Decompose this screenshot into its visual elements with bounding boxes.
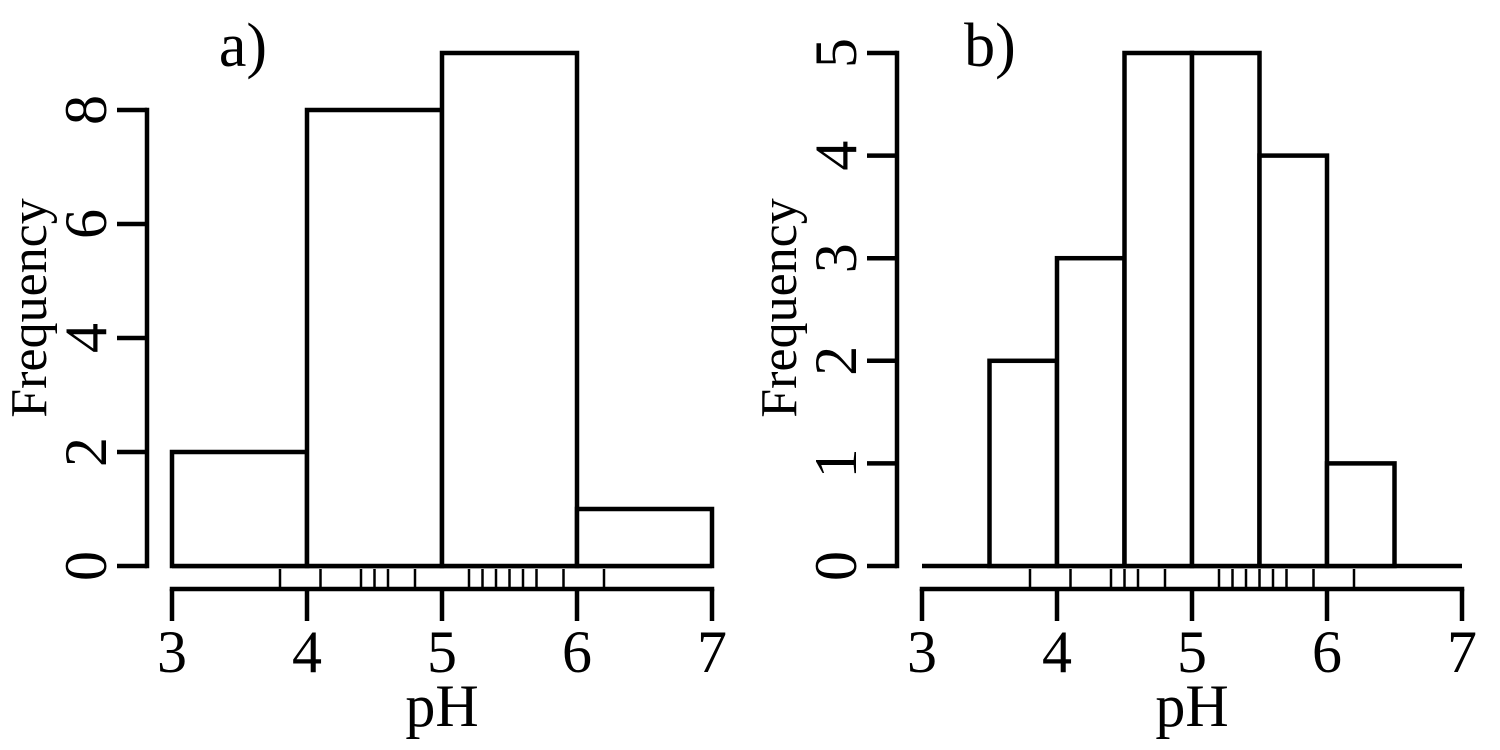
x-tick-label: 7 (1447, 619, 1477, 685)
histogram-bar (169, 449, 310, 569)
x-axis-title-a: pH (405, 673, 478, 739)
plot-area-b: 0 1 2 3 4 5 3 4 5 6 7 (803, 38, 1477, 685)
x-tick-label: 4 (292, 619, 322, 685)
panel-b-histogram: 0 1 2 3 4 5 3 4 5 6 7 b) pH Frequency (751, 12, 1477, 739)
panel-a-label: a) (219, 12, 267, 80)
x-tick-label: 3 (907, 619, 937, 685)
histogram-bar (304, 107, 445, 569)
x-tick-label: 5 (1177, 619, 1207, 685)
y-tick-label: 3 (803, 243, 869, 273)
y-axis-title-b: Frequency (751, 198, 808, 417)
y-tick-label: 5 (803, 38, 869, 68)
histogram-bar (1324, 461, 1397, 569)
y-tick-label: 1 (803, 448, 869, 478)
x-tick-label: 4 (1042, 619, 1072, 685)
y-tick-label: 4 (53, 323, 119, 353)
x-tick-label: 6 (562, 619, 592, 685)
y-tick-label: 4 (803, 141, 869, 171)
y-tick-label: 6 (53, 209, 119, 239)
histogram-bar (1257, 153, 1330, 569)
x-tick-label: 5 (427, 619, 457, 685)
histogram-bar (1189, 50, 1262, 569)
panel-a-histogram: 0 2 4 6 8 3 4 5 6 7 a) pH Frequency (1, 12, 727, 739)
histogram-bar (987, 358, 1060, 569)
y-tick-label: 0 (803, 551, 869, 581)
histogram-bar (574, 506, 715, 569)
y-tick-label: 2 (53, 437, 119, 467)
panel-b-label: b) (964, 12, 1016, 80)
x-tick-label: 7 (697, 619, 727, 685)
x-tick-label: 3 (157, 619, 187, 685)
y-tick-label: 2 (803, 346, 869, 376)
histogram-bar (1054, 255, 1127, 569)
histogram-bar (1122, 50, 1195, 569)
y-axis-title-a: Frequency (1, 198, 58, 417)
y-tick-label: 8 (53, 95, 119, 125)
plot-area-a: 0 2 4 6 8 3 4 5 6 7 (53, 50, 727, 685)
x-tick-label: 6 (1312, 619, 1342, 685)
x-axis-title-b: pH (1155, 673, 1228, 739)
histogram-bar (439, 50, 580, 569)
y-tick-label: 0 (53, 551, 119, 581)
